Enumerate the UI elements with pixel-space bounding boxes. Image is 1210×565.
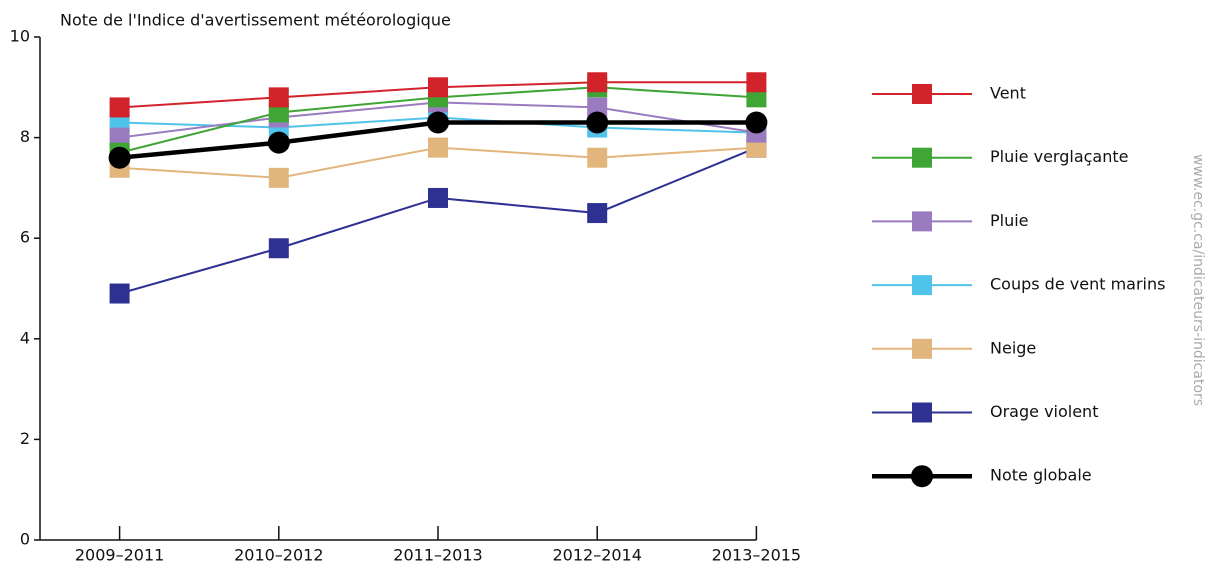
data-point [746,137,767,158]
data-point [745,111,768,134]
data-point [587,203,608,224]
data-point [428,137,448,158]
chart-title: Note de l'Indice d'avertissement météoro… [60,11,451,30]
data-point [587,72,608,93]
legend-label: Vent [990,84,1026,103]
legend-marker [912,211,932,232]
data-point [108,146,131,169]
legend-label: Pluie [990,211,1029,230]
data-point [109,283,130,304]
y-tick-label: 8 [20,127,30,146]
data-point [587,147,608,168]
data-point [268,87,289,108]
series-line [119,146,757,295]
legend-label: Pluie verglaçante [990,147,1128,166]
data-point [427,111,449,134]
data-point [746,72,767,93]
x-tick-label: 2012–2014 [552,546,641,565]
legend-marker [912,275,932,296]
y-tick-label: 4 [20,328,30,347]
legend-marker [912,84,932,104]
legend-marker [912,402,932,423]
y-tick-label: 0 [20,530,30,549]
y-tick-label: 2 [20,429,30,448]
data-point [268,167,289,188]
data-point [587,97,608,118]
data-point [428,77,448,98]
y-tick-label: 10 [10,27,30,46]
legend-label: Neige [990,338,1036,357]
data-point [109,127,130,148]
y-tick-label: 6 [20,228,30,247]
legend-label: Note globale [990,466,1092,485]
data-point [746,87,767,108]
legend-marker [912,338,932,359]
data-point [586,111,609,134]
watermark: www.ec.gc.ca/indicateurs-indicators [1190,154,1206,406]
legend-label: Orage violent [990,402,1098,421]
data-point [267,131,290,154]
x-tick-label: 2009–2011 [75,546,164,565]
data-point [268,102,289,123]
data-point [109,112,130,133]
legend-marker [911,465,933,488]
data-point [268,238,289,259]
data-point [109,97,130,118]
x-tick-label: 2013–2015 [712,546,801,565]
legend-marker [912,147,932,168]
x-tick-label: 2011–2013 [393,546,482,565]
data-point [428,187,448,208]
x-tick-label: 2010–2012 [234,546,323,565]
legend-label: Coups de vent marins [990,275,1165,294]
